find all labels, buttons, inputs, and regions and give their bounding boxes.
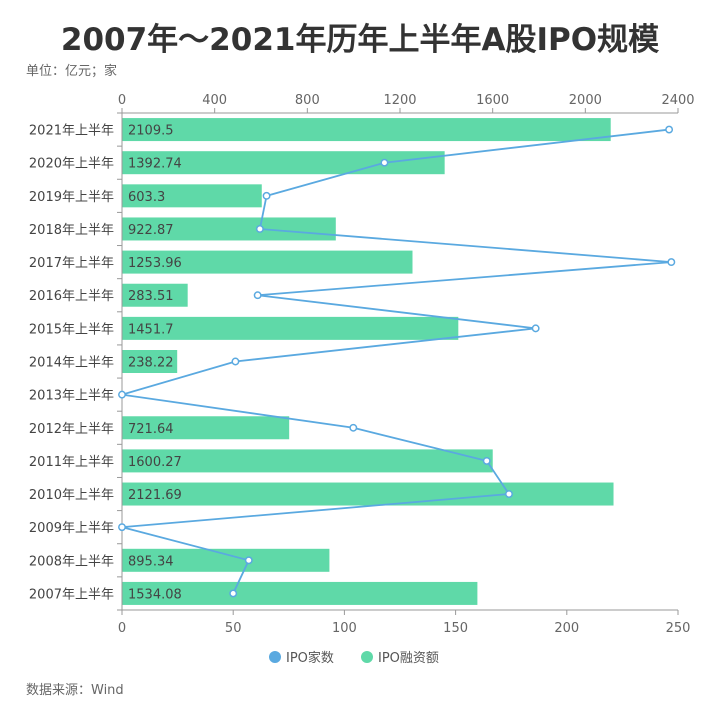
bar-value-label: 283.51 [128,289,174,304]
axes-layer: 0 400 800 1200 1600 2000 2400 0 50 100 150 200 250 20… [29,93,695,636]
top-axis-tick-label: 0 [118,93,126,108]
category-label: 2010年上半年 [29,488,114,503]
bottom-axis-tick-label: 100 [332,621,357,636]
line-point [118,523,126,532]
bar [122,184,262,208]
bottom-axis-tick-label: 0 [118,621,126,636]
bars-layer: 2109.5 1392.74 603.3 922.87 1253.96 283.51 145… [122,118,614,605]
category-label: 2007年上半年 [29,587,114,602]
line-point [349,423,358,432]
category-label: 2012年上半年 [29,422,114,437]
top-axis-tick-label: 2400 [661,93,694,108]
line-point [667,258,676,267]
category-label: 2018年上半年 [29,223,114,238]
category-label: 2015年上半年 [29,322,114,337]
top-axis-tick-label: 1600 [476,93,509,108]
bar-value-label: 603.3 [128,190,165,205]
category-label: 2016年上半年 [29,289,114,304]
category-label: 2009年上半年 [29,521,114,536]
legend-label-ipo-count[interactable]: IPO家数 [286,650,334,666]
line-layer [118,125,676,598]
bar [122,482,614,506]
bar-value-label: 922.87 [128,223,174,238]
legend-label-ipo-amount[interactable]: IPO融资额 [378,651,439,666]
chart-title: 2007年～2021年历年上半年A股IPO规模 [60,22,660,58]
bar [122,449,493,473]
legend-swatch-ipo-count[interactable] [269,651,281,663]
line-point [255,225,264,233]
bar [122,283,188,307]
bar [122,350,178,373]
category-label: 2014年上半年 [29,356,114,371]
top-axis-tick-label: 2000 [569,93,602,108]
line-point [482,456,491,465]
bar-value-label: 1253.96 [128,256,182,271]
category-label: 2021年上半年 [29,124,114,139]
bar-value-label: 895.34 [128,554,174,569]
bar-value-label: 2109.5 [128,124,174,139]
line-point [505,490,513,498]
bar-value-label: 721.64 [128,422,174,437]
unit-note: 单位：亿元；家 [26,64,118,79]
bar [122,250,413,274]
bar-value-label: 1534.08 [128,587,182,602]
top-axis-tick-label: 800 [295,93,320,108]
line-point [229,589,238,598]
bar-value-label: 1392.74 [128,157,182,172]
line-point [531,324,540,333]
bar [122,581,478,605]
line-point [253,291,262,300]
line-point [244,556,253,565]
category-label: 2013年上半年 [29,389,114,404]
bar-value-label: 2121.69 [128,488,182,503]
line-point [118,390,126,399]
category-label: 2008年上半年 [29,554,114,569]
bar [122,548,330,572]
legend[interactable]: IPO家数 IPO融资额 [269,650,439,666]
bar [122,416,290,440]
line-point [231,357,240,366]
legend-swatch-ipo-amount[interactable] [361,651,373,663]
top-axis-tick-label: 1200 [383,93,416,108]
bottom-axis-tick-label: 50 [225,621,242,636]
bar-value-label: 1451.7 [128,322,174,337]
category-label: 2019年上半年 [29,190,114,205]
category-label: 2017年上半年 [29,256,114,271]
line-point [380,158,389,167]
bottom-axis-tick-label: 150 [443,621,468,636]
bar [122,217,336,241]
data-source-note: 数据来源：Wind [26,683,124,698]
line-point [262,191,271,200]
category-label: 2011年上半年 [29,455,114,470]
bar [122,316,459,340]
line-point [665,125,674,134]
bar [122,118,611,142]
bottom-axis-tick-label: 200 [554,621,579,636]
bottom-axis-tick-label: 250 [666,621,691,636]
top-axis-tick-label: 400 [202,93,227,108]
bar-value-label: 1600.27 [128,455,182,470]
category-label: 2020年上半年 [29,157,114,172]
bar-value-label: 238.22 [128,356,174,371]
